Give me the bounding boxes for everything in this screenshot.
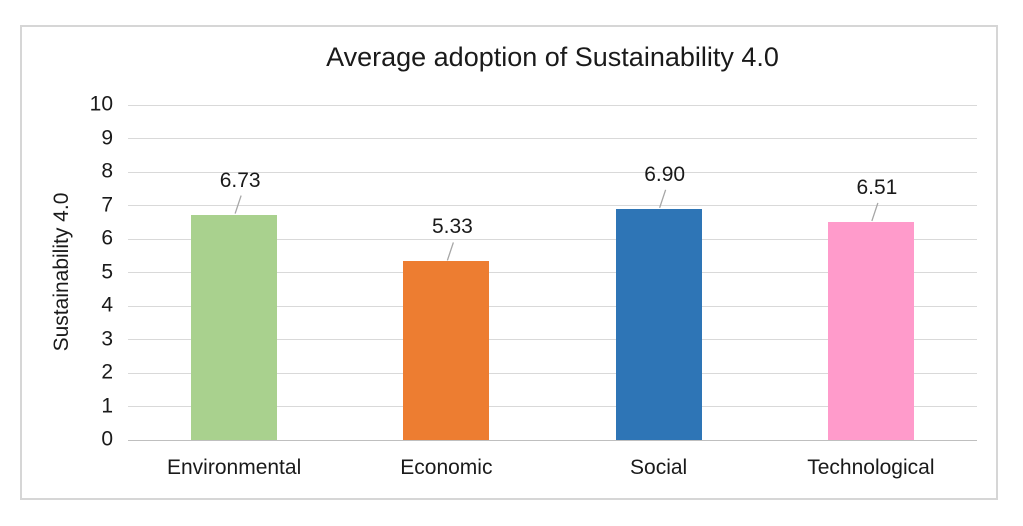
bar-environmental [191,214,278,440]
chart-title: Average adoption of Sustainability 4.0 [326,42,779,72]
x-category-label: Technological [807,456,935,479]
gridline [128,305,977,307]
y-tick-label: 9 [101,126,113,150]
gridline [128,171,977,173]
gridline [128,238,977,240]
x-category-label: Social [630,456,688,479]
y-tick-label: 6 [101,226,113,250]
gridline [128,138,977,139]
data-label: 6.90 [644,162,686,186]
gridline [128,205,977,206]
data-label: 5.33 [431,215,473,239]
gridline [128,272,977,273]
gridline [128,406,977,407]
y-tick-label: 0 [101,427,113,451]
gridline [128,339,977,340]
x-axis-line [128,439,977,441]
y-tick-label: 1 [101,394,113,418]
data-label: 6.51 [856,175,898,199]
y-tick-label: 10 [89,92,113,116]
y-tick-label: 4 [101,293,113,317]
y-tick-label: 7 [101,193,113,217]
gridline [128,104,977,106]
y-tick-label: 2 [101,360,113,384]
x-category-label: Economic [400,456,493,479]
y-tick-label: 5 [101,260,113,284]
bar-social [615,208,702,440]
data-label: 6.73 [219,168,261,192]
y-tick-label: 3 [101,327,113,351]
x-category-label: Environmental [167,456,302,479]
bar-economic [403,261,490,440]
y-tick-label: 8 [101,159,113,183]
bar-technological [827,221,914,440]
gridline [128,372,977,374]
